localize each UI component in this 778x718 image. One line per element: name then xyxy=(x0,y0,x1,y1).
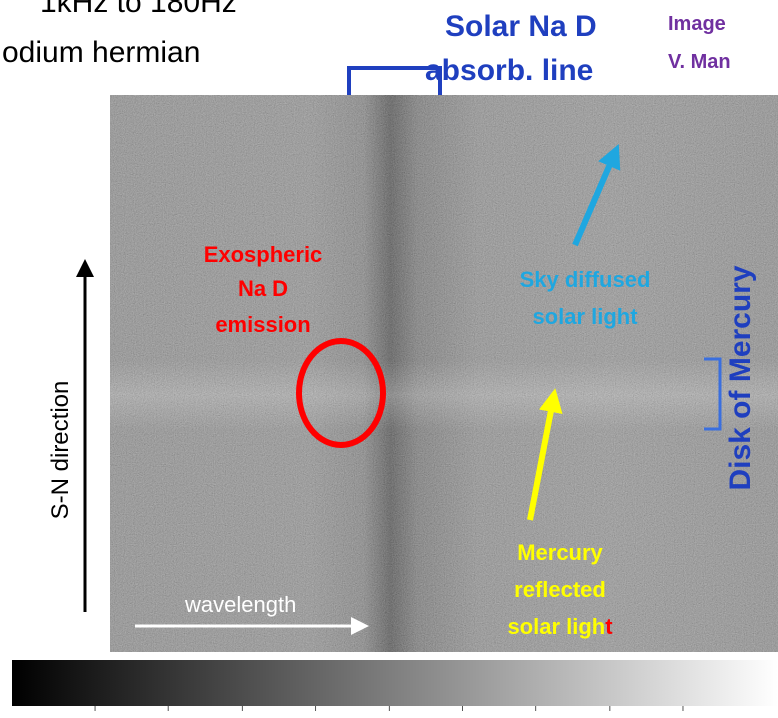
label: Mercury xyxy=(517,540,603,565)
label: Exospheric xyxy=(204,242,323,267)
label: emission xyxy=(215,312,310,337)
arrow xyxy=(527,388,563,521)
label: wavelength xyxy=(184,592,296,617)
colorbar xyxy=(12,660,778,706)
spectrum-image xyxy=(110,95,778,652)
image-noise xyxy=(110,95,778,652)
label-part: t xyxy=(605,614,613,639)
label: S-N direction xyxy=(47,381,74,520)
label-part: solar ligh xyxy=(507,614,605,639)
label: reflected xyxy=(514,577,606,602)
bracket xyxy=(704,357,722,431)
label: solar light xyxy=(507,614,613,639)
credit: V. Man xyxy=(668,51,731,73)
credit: Image xyxy=(668,13,726,35)
label: Solar Na D xyxy=(445,10,597,43)
header-text: 1kHz to 180Hz xyxy=(40,0,237,19)
label: Na D xyxy=(238,276,288,301)
arrow xyxy=(572,143,621,247)
label: Disk of Mercury xyxy=(724,265,757,490)
label: absorb. line xyxy=(425,54,593,87)
label: Sky diffused xyxy=(520,267,651,292)
label: solar light xyxy=(532,304,638,329)
emission-ellipse xyxy=(296,338,386,448)
header-text: odium hermian xyxy=(2,36,200,69)
colorbar-ticks: 469683900111413301544175819752189 xyxy=(94,706,684,711)
bracket xyxy=(347,66,442,96)
